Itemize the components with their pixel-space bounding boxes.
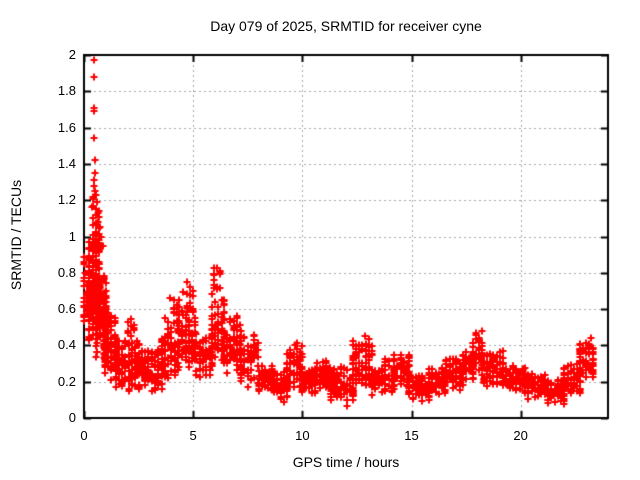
y-tick-label: 0.8 (57, 264, 76, 280)
x-tick-label: 0 (80, 428, 88, 443)
y-tick-label: 1.8 (57, 83, 76, 99)
x-tick-label: 15 (404, 428, 419, 443)
y-tick-label: 1.4 (57, 155, 76, 171)
chart-title: Day 079 of 2025, SRMTID for receiver cyn… (210, 18, 482, 34)
y-tick-label: 0 (68, 410, 76, 425)
x-tick-label: 20 (513, 428, 528, 443)
y-tick-label: 0.4 (57, 337, 76, 353)
x-tick-label: 10 (295, 428, 310, 443)
y-tick-label: 1 (68, 228, 76, 244)
y-axis-title: SRMTID / TECUs (8, 179, 24, 291)
x-axis-title: GPS time / hours (292, 454, 400, 470)
y-tick-label: 2 (68, 47, 76, 62)
y-tick-label: 1.2 (57, 192, 76, 208)
y-tick-label: 0.6 (57, 301, 76, 317)
x-tick-label: 5 (189, 428, 197, 443)
y-tick-label: 0.2 (57, 373, 76, 389)
y-tick-label: 1.6 (57, 119, 76, 135)
